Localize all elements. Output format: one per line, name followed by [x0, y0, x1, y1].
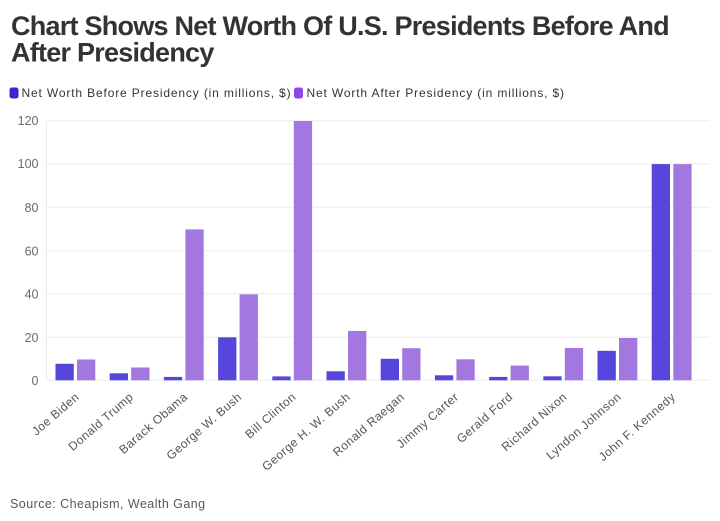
svg-text:After Presidency: After Presidency [11, 37, 214, 67]
svg-text:60: 60 [25, 244, 39, 258]
svg-text:20: 20 [25, 331, 39, 345]
svg-text:100: 100 [18, 157, 39, 171]
svg-text:Chart Shows Net Worth Of U.S.: Chart Shows Net Worth Of U.S. Presidents… [11, 11, 669, 41]
svg-text:120: 120 [18, 114, 39, 128]
svg-text:80: 80 [25, 201, 39, 215]
svg-text:0: 0 [32, 374, 39, 388]
svg-text:40: 40 [25, 287, 39, 301]
svg-text:Net Worth Before Presidency (i: Net Worth Before Presidency (in millions… [22, 86, 292, 100]
svg-text:Net Worth After Presidency (in: Net Worth After Presidency (in millions,… [307, 86, 565, 100]
svg-text:Source: Cheapism, Wealth Gang: Source: Cheapism, Wealth Gang [10, 497, 206, 511]
